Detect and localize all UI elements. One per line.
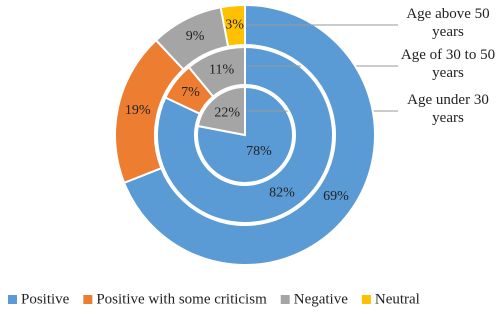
legend-swatch [8, 295, 17, 304]
ring-label: Age of 30 to 50 years [400, 47, 496, 81]
value-label: 78% [246, 144, 272, 159]
value-label: 3% [225, 18, 244, 33]
donut-segment [122, 3, 376, 266]
legend-swatch [83, 295, 93, 304]
value-label: 19% [125, 103, 151, 118]
value-label: 22% [214, 106, 240, 121]
donut-segment [187, 45, 246, 98]
value-label: 7% [181, 85, 200, 100]
ring-label: Age above 50 years [406, 6, 490, 40]
donut-segment [156, 45, 334, 224]
value-label: 9% [186, 29, 205, 44]
value-label: 11% [209, 62, 234, 77]
legend-label: Positive with some criticism [96, 291, 267, 307]
ring-label: Age under 30 years [407, 92, 489, 126]
donut-segment [196, 85, 246, 137]
donut-segment [219, 3, 246, 48]
value-label: 82% [269, 185, 295, 200]
legend-label: Negative [294, 291, 348, 307]
legend-swatch [280, 295, 290, 304]
value-label: 69% [323, 189, 349, 204]
legend-label: Positive [21, 291, 70, 307]
legend-swatch [361, 295, 371, 304]
legend-label: Neutral [375, 291, 420, 307]
